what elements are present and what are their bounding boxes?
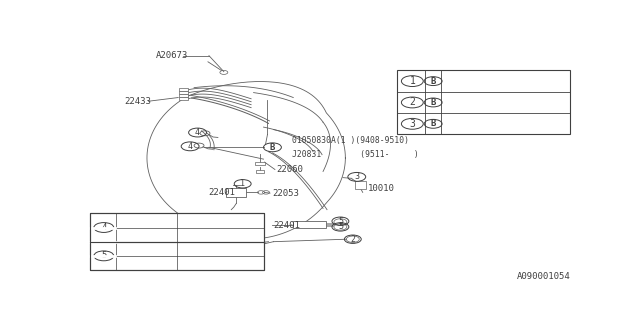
Text: 5: 5: [338, 222, 343, 231]
Text: B: B: [431, 98, 436, 107]
Text: B: B: [270, 143, 275, 152]
Text: 10010: 10010: [367, 184, 394, 193]
Text: 1: 1: [240, 179, 245, 188]
Text: (9607-      ): (9607- ): [179, 259, 244, 268]
Text: (9607-      ): (9607- ): [179, 230, 244, 239]
Text: 22451A: 22451A: [120, 216, 150, 225]
Text: 01050818A(1 ): 01050818A(1 ): [445, 119, 513, 128]
Bar: [355, 181, 366, 189]
Text: 22401: 22401: [273, 221, 300, 230]
Text: (9408-9606): (9408-9606): [179, 216, 234, 225]
Text: 01040620G(1 ): 01040620G(1 ): [445, 76, 513, 86]
Text: 5: 5: [101, 251, 106, 260]
Text: 4: 4: [101, 223, 106, 232]
Text: 22451A: 22451A: [120, 244, 150, 253]
Bar: [255, 170, 264, 173]
Text: 22451: 22451: [120, 230, 145, 239]
Text: 1: 1: [410, 76, 415, 86]
Bar: [90, 213, 264, 270]
Bar: [179, 97, 188, 100]
Text: 5: 5: [338, 217, 343, 226]
Text: 01040614G(1 ): 01040614G(1 ): [445, 98, 513, 107]
Text: 2: 2: [410, 98, 415, 108]
Text: 22433: 22433: [125, 97, 152, 106]
Text: 4: 4: [195, 128, 200, 137]
Text: 22060: 22060: [276, 165, 303, 174]
Text: 22053: 22053: [273, 189, 300, 198]
Text: 3: 3: [355, 172, 359, 181]
Bar: [227, 188, 246, 196]
Text: J20831        (9511-     ): J20831 (9511- ): [292, 150, 419, 159]
Text: A20673: A20673: [156, 51, 188, 60]
Text: 22452: 22452: [120, 259, 145, 268]
Text: 4: 4: [188, 142, 193, 151]
Bar: [397, 70, 570, 134]
Bar: [179, 92, 188, 93]
Bar: [255, 162, 264, 165]
Text: 2: 2: [350, 235, 355, 244]
Text: 22401: 22401: [208, 188, 235, 197]
Bar: [293, 221, 326, 228]
Bar: [90, 213, 264, 270]
Text: 22056: 22056: [228, 239, 255, 248]
Text: B: B: [431, 119, 436, 128]
Text: 3: 3: [410, 119, 415, 129]
Bar: [179, 88, 188, 91]
Text: (9408-9606): (9408-9606): [179, 244, 234, 253]
Text: A090001054: A090001054: [517, 272, 571, 281]
Bar: [179, 94, 188, 97]
Text: 01050830A(1 )(9408-9510): 01050830A(1 )(9408-9510): [292, 136, 410, 145]
Text: B: B: [431, 76, 436, 86]
